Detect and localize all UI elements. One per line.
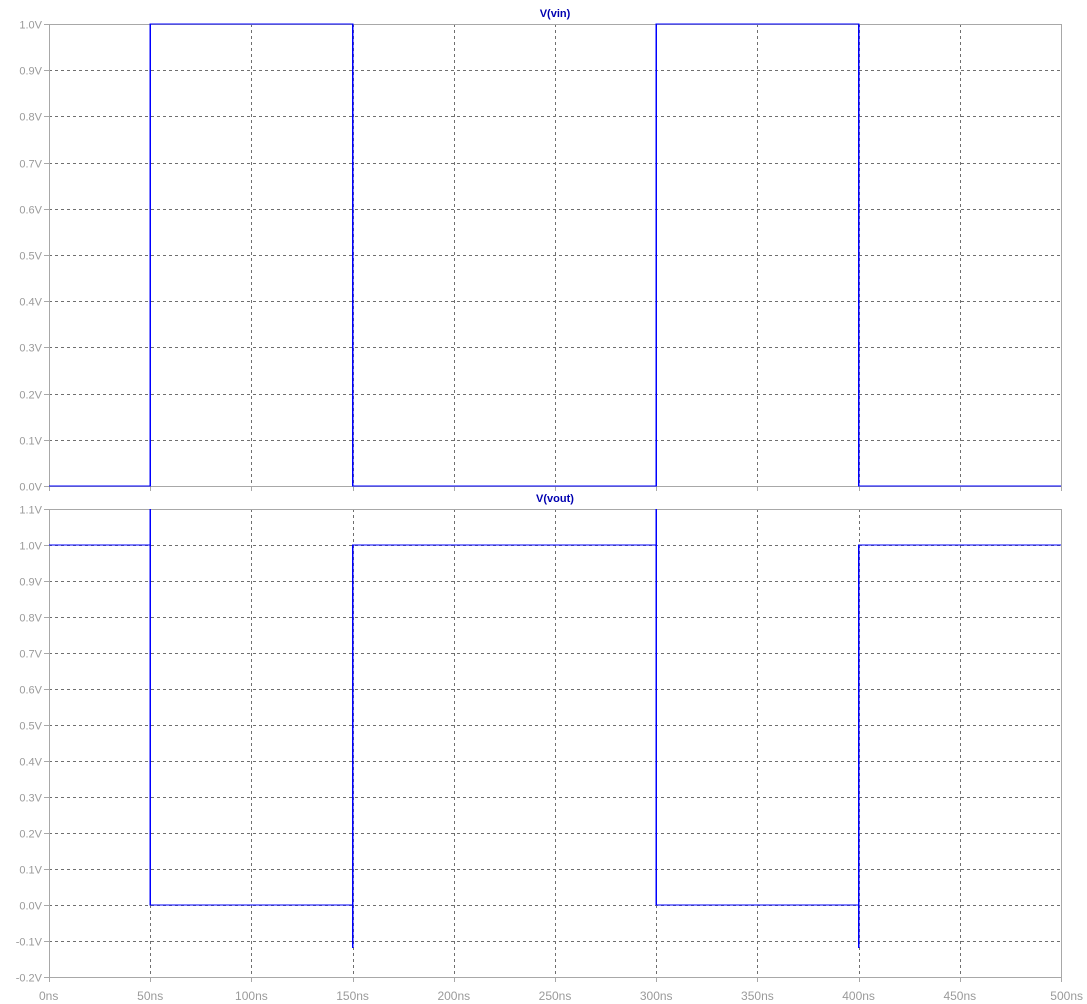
y-tick-label: -0.2V xyxy=(16,973,43,985)
y-tick-label: 0.7V xyxy=(19,159,42,171)
y-tick-label: 0.4V xyxy=(19,297,42,309)
trace-vvout xyxy=(49,509,1061,949)
y-tick-label: 0.8V xyxy=(19,112,42,124)
y-tick-label: 0.2V xyxy=(19,829,42,841)
x-tick-label: 300ns xyxy=(640,989,673,1003)
y-tick-label: 0.1V xyxy=(19,865,42,877)
x-tick-label: 0ns xyxy=(39,989,58,1003)
y-tick-label: 0.7V xyxy=(19,649,42,661)
y-tick-label: 0.3V xyxy=(19,343,42,355)
y-tick-label: 1.1V xyxy=(19,505,42,517)
x-tick-label: 450ns xyxy=(943,989,976,1003)
y-tick-label: -0.1V xyxy=(16,937,43,949)
time-axis: 0ns 50ns 100ns 150ns 200ns 250ns 300ns 350ns 400… xyxy=(39,989,1083,1003)
x-tick-label: 50ns xyxy=(137,989,163,1003)
y-tick-label: 0.9V xyxy=(19,577,42,589)
pane-title: V(vin) xyxy=(540,8,571,20)
y-tick-label: 0.3V xyxy=(19,793,42,805)
x-tick-label: 250ns xyxy=(539,989,572,1003)
y-tick-label: 1.0V xyxy=(19,20,42,32)
y-tick-label: 0.1V xyxy=(19,436,42,448)
x-tick-label: 500ns xyxy=(1050,989,1083,1003)
plot-frame xyxy=(49,509,1062,978)
x-tick-label: 150ns xyxy=(336,989,369,1003)
y-tick-label: 0.9V xyxy=(19,66,42,78)
y-tick-label: 0.8V xyxy=(19,613,42,625)
y-tick-label: 0.0V xyxy=(19,482,42,494)
x-tick-label: 100ns xyxy=(235,989,268,1003)
pane-title: V(vout) xyxy=(536,493,574,505)
y-tick-label: 0.0V xyxy=(19,901,42,913)
vin-pane: 0.0V 0.1V 0.2V 0.3V 0.4V 0.5V 0.6V 0.7V 0.8V 0.9V… xyxy=(19,8,1062,494)
vout-pane: -0.2V -0.1V 0.0V 0.1V 0.2V 0.3V 0.4V 0.5V 0.6V 0.… xyxy=(16,493,1062,985)
y-tick-label: 0.5V xyxy=(19,721,42,733)
y-tick-label: 0.5V xyxy=(19,251,42,263)
y-tick-label: 0.4V xyxy=(19,757,42,769)
x-tick-label: 200ns xyxy=(437,989,470,1003)
x-tick-label: 400ns xyxy=(842,989,875,1003)
trace-vvin xyxy=(49,23,1061,487)
y-tick-label: 1.0V xyxy=(19,541,42,553)
y-tick-label: 0.6V xyxy=(19,685,42,697)
x-tick-label: 350ns xyxy=(741,989,774,1003)
y-tick-label: 0.2V xyxy=(19,390,42,402)
y-tick-label: 0.6V xyxy=(19,205,42,217)
